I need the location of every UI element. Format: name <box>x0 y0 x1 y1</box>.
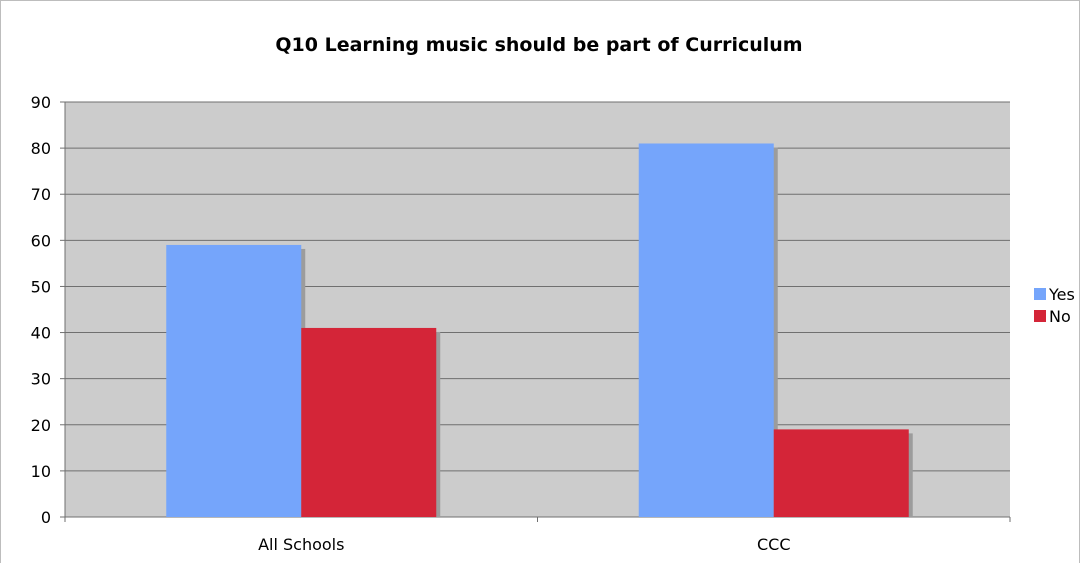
y-tick-label: 50 <box>31 277 51 296</box>
legend-swatch <box>1034 288 1046 300</box>
bar-no <box>773 429 909 517</box>
legend-swatch <box>1034 310 1046 322</box>
y-tick-label: 10 <box>31 462 51 481</box>
legend-label: Yes <box>1048 285 1075 304</box>
x-tick-label: All Schools <box>258 535 344 554</box>
bar-yes <box>638 143 774 517</box>
y-tick-label: 40 <box>31 324 51 343</box>
y-tick-label: 80 <box>31 139 51 158</box>
y-tick-label: 0 <box>41 508 51 527</box>
x-tick-label: CCC <box>757 535 791 554</box>
bar-yes <box>166 244 302 517</box>
y-tick-label: 30 <box>31 370 51 389</box>
y-tick-label: 70 <box>31 185 51 204</box>
chart-title: Q10 Learning music should be part of Cur… <box>275 34 802 56</box>
bar-no <box>301 327 437 517</box>
plot-area: 0 10 20 30 40 50 60 70 80 90 All Schools CCC <box>31 93 1011 554</box>
y-tick-label: 90 <box>31 93 51 112</box>
y-tick-label: 20 <box>31 416 51 435</box>
y-tick-label: 60 <box>31 231 51 250</box>
legend: Yes No <box>1034 285 1075 326</box>
legend-label: No <box>1049 307 1071 326</box>
